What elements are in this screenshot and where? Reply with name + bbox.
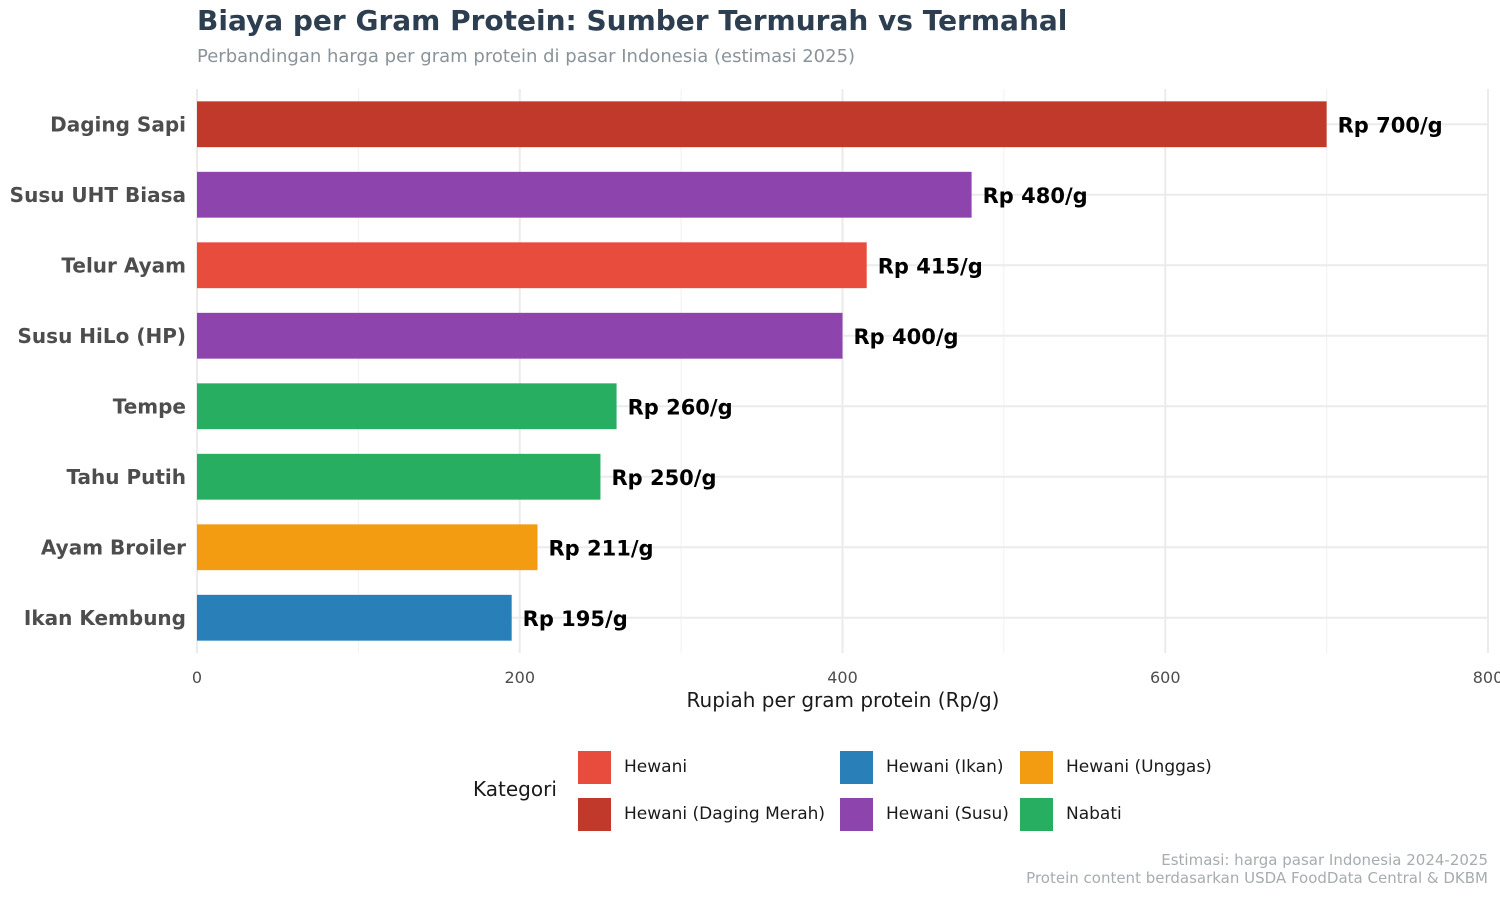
legend-label: Nabati — [1066, 804, 1122, 824]
chart-subtitle: Perbandingan harga per gram protein di p… — [197, 46, 856, 67]
bar — [197, 242, 867, 289]
value-label: Rp 195/g — [523, 607, 628, 631]
legend-swatch — [578, 750, 611, 784]
chart-caption: Estimasi: harga pasar Indonesia 2024-202… — [1026, 851, 1488, 887]
legend-label: Hewani — [624, 757, 688, 777]
category-label: Susu HiLo (HP) — [18, 324, 186, 348]
category-label: Tempe — [113, 394, 186, 418]
value-label: Rp 211/g — [549, 536, 654, 560]
value-label: Rp 260/g — [628, 395, 733, 419]
bars — [197, 101, 1327, 641]
legend-swatch — [578, 797, 611, 831]
bar — [197, 524, 538, 571]
chart-title: Biaya per Gram Protein: Sumber Termurah … — [197, 4, 1068, 37]
bar — [197, 101, 1327, 148]
bar — [197, 171, 972, 218]
legend-item-hewani-daging-merah: Hewani (Daging Merah) — [578, 797, 825, 831]
x-tick-label: 200 — [504, 668, 535, 687]
value-label: Rp 415/g — [878, 254, 983, 278]
value-label: Rp 700/g — [1338, 113, 1443, 137]
category-label: Telur Ayam — [61, 253, 186, 277]
x-tick-label: 600 — [1150, 668, 1181, 687]
caption-line-2: Protein content berdasarkan USDA FoodDat… — [1026, 869, 1488, 887]
legend-swatch — [1020, 797, 1053, 831]
bar — [197, 312, 843, 359]
x-axis-label: Rupiah per gram protein (Rp/g) — [686, 688, 1000, 712]
category-label: Daging Sapi — [50, 112, 186, 136]
x-tick-label: 800 — [1473, 668, 1500, 687]
value-label: Rp 480/g — [983, 184, 1088, 208]
value-label: Rp 400/g — [854, 325, 959, 349]
legend-title: Kategori — [473, 777, 557, 801]
bar — [197, 383, 617, 430]
legend-label: Hewani (Ikan) — [886, 757, 1004, 777]
legend-label: Hewani (Susu) — [886, 804, 1009, 824]
legend-swatch — [1020, 750, 1053, 784]
legend-label: Hewani (Unggas) — [1066, 757, 1212, 777]
legend-item-hewani-unggas: Hewani (Unggas) — [1020, 750, 1212, 784]
category-label: Tahu Putih — [66, 465, 186, 489]
labels: 0 200 400 600 800 Rp 700/g Daging Sapi Rp 480/g… — [10, 112, 1500, 687]
category-label: Ayam Broiler — [41, 535, 186, 559]
legend-label: Hewani (Daging Merah) — [624, 804, 826, 824]
x-tick-label: 400 — [827, 668, 858, 687]
legend-item-hewani-ikan: Hewani (Ikan) — [840, 750, 1003, 784]
legend-item-nabati: Nabati — [1020, 797, 1122, 831]
bar — [197, 594, 512, 641]
caption-line-1: Estimasi: harga pasar Indonesia 2024-202… — [1161, 851, 1488, 869]
category-label: Ikan Kembung — [24, 606, 186, 630]
value-label: Rp 250/g — [611, 466, 716, 490]
bar — [197, 453, 601, 500]
legend-item-hewani: Hewani — [578, 750, 687, 784]
x-tick-label: 0 — [192, 668, 202, 687]
category-label: Susu UHT Biasa — [10, 183, 186, 207]
legend-swatch — [840, 797, 873, 831]
legend-item-hewani-susu: Hewani (Susu) — [840, 797, 1009, 831]
legend-swatch — [840, 750, 873, 784]
